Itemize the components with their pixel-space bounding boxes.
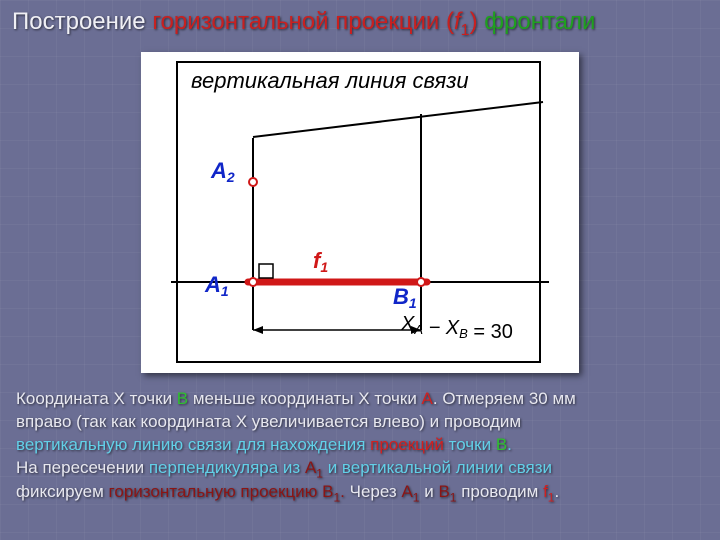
- body-segment: .: [554, 482, 559, 501]
- body-segment: Через: [350, 482, 402, 501]
- body-line: На пересечении перпендикуляра из A1 и ве…: [16, 457, 704, 482]
- body-segment: вертикальную линию связи для нахождения: [16, 435, 370, 454]
- body-segment: и вертикальной линии связи: [323, 458, 552, 477]
- body-segment: A: [422, 389, 433, 408]
- body-segment: Координата X точки: [16, 389, 177, 408]
- body-segment: вправо (так как координата X увеличивает…: [16, 412, 521, 431]
- body-segment: B: [438, 482, 449, 501]
- body-segment: A: [305, 458, 316, 477]
- title-segment: 1: [461, 22, 470, 39]
- body-segment: . Отмеряем 30 мм: [433, 389, 576, 408]
- title-segment: Построение: [12, 8, 152, 35]
- point-a1: [249, 278, 257, 286]
- body-segment: фиксируем: [16, 482, 109, 501]
- point-b1: [417, 278, 425, 286]
- label-a1: A1: [204, 272, 229, 299]
- dim-label: XA − XB = 30: [400, 313, 513, 343]
- label-b1: B1: [393, 284, 417, 311]
- body-segment: B: [496, 435, 507, 454]
- body-text: Координата X точки B меньше координаты X…: [16, 388, 704, 506]
- diagram-svg: вертикальная линия связи XA − XB = 30 A2 A1…: [141, 52, 579, 373]
- label-f1: f1: [313, 248, 328, 275]
- title-segment: фронтали: [484, 8, 595, 35]
- body-segment: меньше координаты X точки: [188, 389, 421, 408]
- title-segment: горизонтальной проекции (: [152, 8, 454, 35]
- body-segment: горизонтальную проекцию B: [109, 482, 334, 501]
- body-line: вертикальную линию связи для нахождения …: [16, 434, 704, 457]
- title-segment: f: [454, 8, 461, 35]
- body-segment: перпендикуляра из: [149, 458, 305, 477]
- body-line: фиксируем горизонтальную проекцию B1. Че…: [16, 481, 704, 506]
- body-segment: 1: [316, 466, 323, 480]
- body-segment: На пересечении: [16, 458, 149, 477]
- frame: [177, 62, 540, 362]
- body-segment: .: [507, 435, 512, 454]
- top-label: вертикальная линия связи: [191, 68, 469, 93]
- slide: Построение горизонтальной проекции (f1) …: [0, 0, 720, 540]
- point-a2: [249, 178, 257, 186]
- body-segment: и: [419, 482, 438, 501]
- body-line: Координата X точки B меньше координаты X…: [16, 388, 704, 411]
- body-segment: проекций: [370, 435, 444, 454]
- body-segment: .: [340, 482, 349, 501]
- body-line: вправо (так как координата X увеличивает…: [16, 411, 704, 434]
- body-segment: проводим: [456, 482, 543, 501]
- label-a2: A2: [210, 158, 235, 185]
- body-segment: точки: [444, 435, 496, 454]
- dim-arrow-left: [253, 326, 263, 334]
- oblique-line: [253, 102, 543, 137]
- diagram: вертикальная линия связи XA − XB = 30 A2 A1…: [141, 52, 579, 373]
- perpendicular-mark: [259, 264, 273, 278]
- body-segment: B: [177, 389, 188, 408]
- body-segment: A: [401, 482, 412, 501]
- slide-title: Построение горизонтальной проекции (f1) …: [12, 8, 708, 40]
- title-segment: ): [470, 8, 485, 35]
